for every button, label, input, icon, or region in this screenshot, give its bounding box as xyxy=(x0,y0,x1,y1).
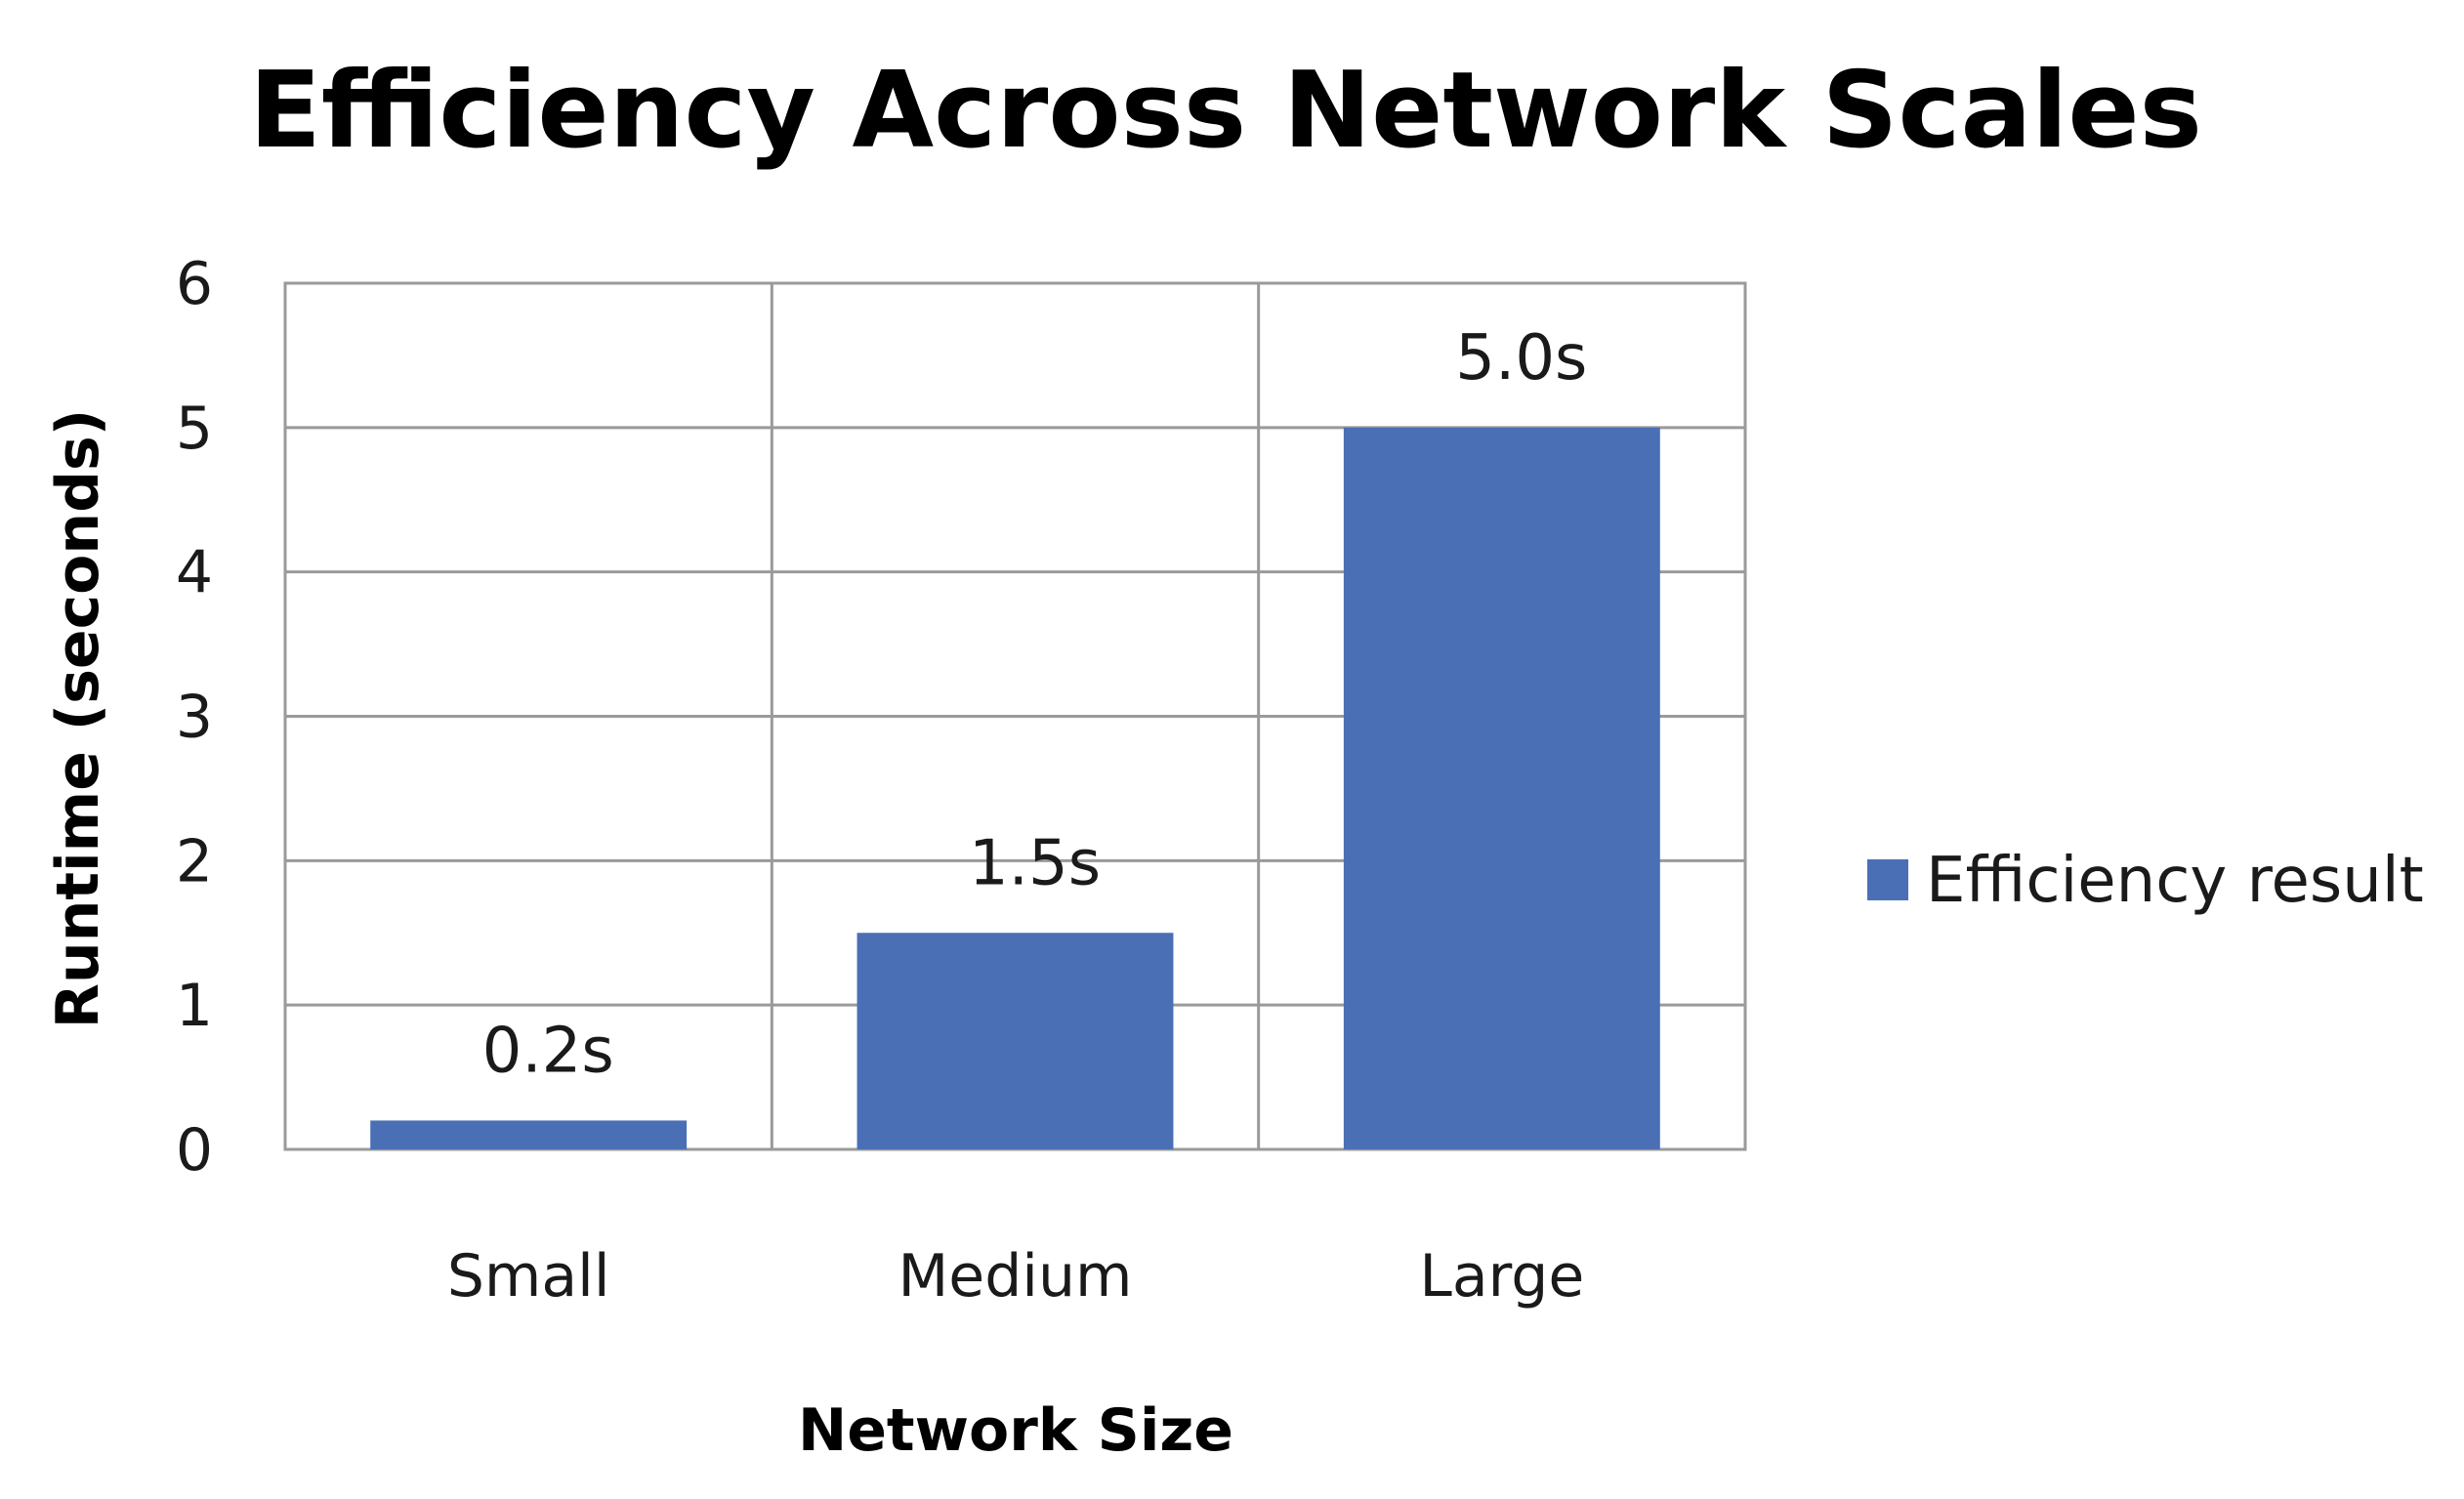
data-label-large: 5.0s xyxy=(1455,322,1587,395)
legend-label: Efficiency result xyxy=(1926,845,2424,917)
bar-medium xyxy=(856,933,1174,1149)
y-axis-title: Runtime (seconds) xyxy=(44,409,112,1028)
x-axis-title: Network Size xyxy=(798,1396,1233,1465)
data-label-small: 0.2s xyxy=(482,1015,614,1087)
y-axis-ticks: 0 1 2 3 4 5 6 xyxy=(176,250,213,1185)
y-tick-label-3: 3 xyxy=(176,684,213,752)
x-tick-label-medium: Medium xyxy=(898,1242,1133,1311)
y-tick-label-4: 4 xyxy=(176,539,213,607)
y-tick-label-5: 5 xyxy=(176,395,213,463)
y-tick-label-6: 6 xyxy=(176,250,213,318)
bar-large xyxy=(1343,427,1660,1149)
y-tick-label-1: 1 xyxy=(176,972,213,1040)
y-tick-label-2: 2 xyxy=(176,827,213,895)
x-tick-label-small: Small xyxy=(447,1242,610,1311)
legend-swatch xyxy=(1867,859,1908,900)
y-tick-label-0: 0 xyxy=(176,1116,213,1185)
legend: Efficiency result xyxy=(1867,845,2424,917)
x-axis-ticks: Small Medium Large xyxy=(447,1242,1584,1311)
chart-title: Efficiency Across Network Scales xyxy=(249,50,2202,172)
x-tick-label-large: Large xyxy=(1419,1242,1584,1311)
data-label-medium: 1.5s xyxy=(969,827,1101,899)
bar-small xyxy=(370,1120,688,1149)
data-labels: 0.2s 1.5s 5.0s xyxy=(482,322,1588,1088)
bars xyxy=(370,427,1660,1149)
